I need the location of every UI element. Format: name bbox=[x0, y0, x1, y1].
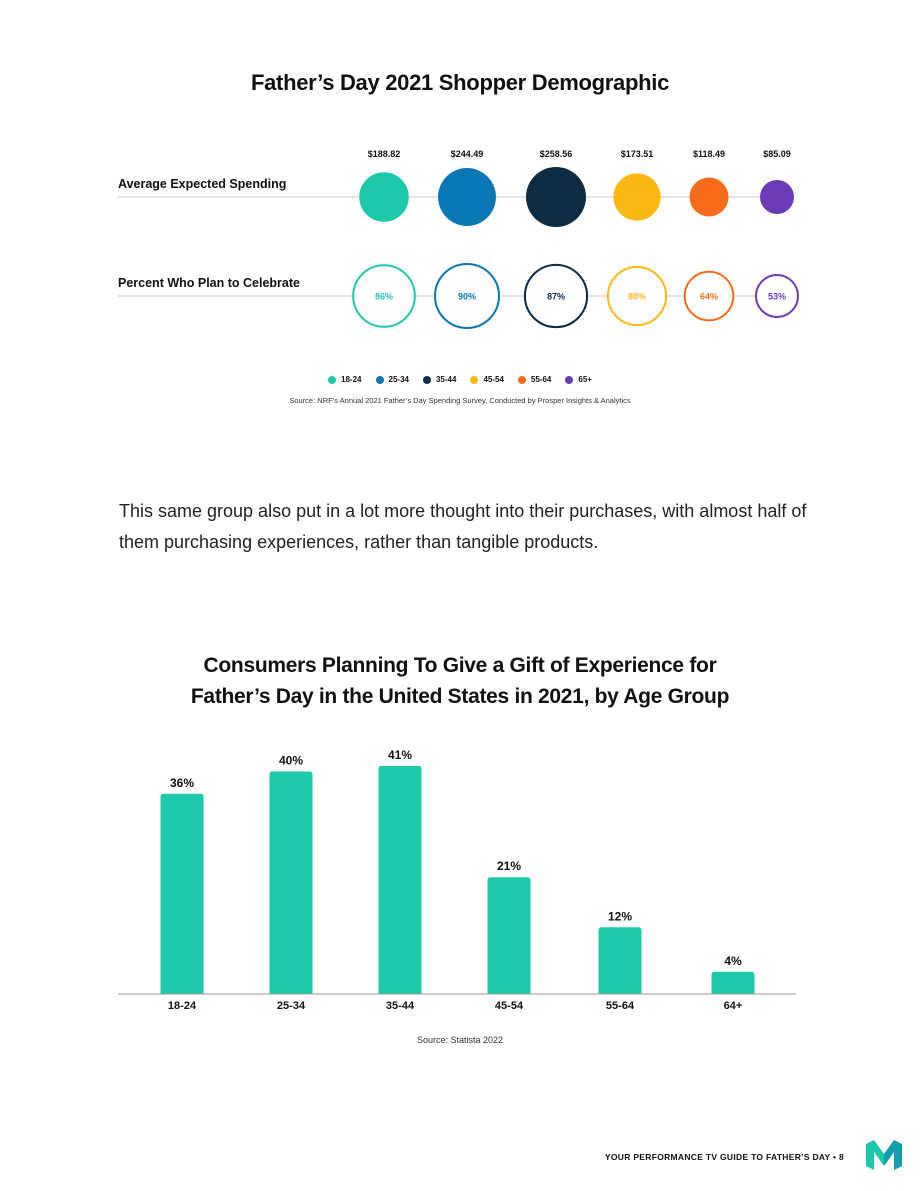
legend-label-55-64: 55-64 bbox=[530, 375, 552, 384]
bar-64+ bbox=[711, 971, 755, 994]
spending-value-label-35-44: $258.56 bbox=[540, 149, 573, 159]
legend-swatch-25-34 bbox=[375, 375, 384, 384]
legend-item-18-24: 18-24 bbox=[328, 375, 362, 384]
bar-value-label-35-44: 41% bbox=[388, 748, 412, 762]
legend-item-45-54: 45-54 bbox=[470, 375, 504, 384]
celebrate-ring-55-64 bbox=[683, 270, 735, 322]
legend-label-65+: 65+ bbox=[578, 375, 592, 384]
spending-row-label: Average Expected Spending bbox=[118, 177, 286, 191]
celebrate-ring-18-24 bbox=[352, 264, 416, 328]
spending-value-label-45-54: $173.51 bbox=[621, 149, 654, 159]
bar-45-54 bbox=[487, 877, 531, 994]
bubble-chart: Average Expected Spending Percent Who Pla… bbox=[118, 149, 799, 329]
page-footer: YOUR PERFORMANCE TV GUIDE TO FATHER’S DA… bbox=[604, 1152, 844, 1162]
celebrate-value-label-65+: 53% bbox=[768, 292, 786, 302]
celebrate-value-label-35-44: 87% bbox=[547, 292, 565, 302]
bar-18-24 bbox=[160, 793, 204, 994]
bar-55-64 bbox=[598, 927, 642, 994]
legend-label-18-24: 18-24 bbox=[341, 375, 362, 384]
legend-item-65+: 65+ bbox=[565, 375, 592, 384]
spending-bubble-35-44 bbox=[526, 167, 586, 227]
spending-value-label-55-64: $118.49 bbox=[693, 149, 725, 159]
x-tick-label-35-44: 35-44 bbox=[386, 1000, 415, 1012]
bar-value-label-45-54: 21% bbox=[497, 859, 521, 873]
bar-25-34 bbox=[269, 771, 313, 994]
legend-item-25-34: 25-34 bbox=[375, 375, 409, 384]
legend-item-55-64: 55-64 bbox=[517, 375, 552, 384]
celebrate-ring-35-44 bbox=[523, 263, 589, 329]
spending-bubble-25-34 bbox=[438, 168, 496, 226]
spending-bubble-45-54 bbox=[613, 173, 661, 221]
legend-label-25-34: 25-34 bbox=[388, 375, 409, 384]
spending-bubble-18-24 bbox=[359, 172, 409, 222]
spending-bubble-55-64 bbox=[689, 177, 729, 217]
bar-value-label-25-34: 40% bbox=[279, 754, 303, 768]
celebrate-value-label-18-24: 86% bbox=[375, 292, 393, 302]
bar-chart-source: Source: Statista 2022 bbox=[416, 1035, 504, 1045]
spending-value-label-65+: $85.09 bbox=[763, 149, 791, 159]
bar-35-44 bbox=[378, 766, 422, 994]
celebrate-ring-45-54 bbox=[606, 265, 668, 327]
x-tick-label-18-24: 18-24 bbox=[168, 1000, 197, 1012]
legend-swatch-18-24 bbox=[328, 375, 337, 384]
chart-title-shopper-demographic: Father’s Day 2021 Shopper Demographic bbox=[250, 70, 670, 95]
legend-swatch-35-44 bbox=[422, 375, 431, 384]
celebrate-ring-65+ bbox=[755, 274, 799, 318]
celebrate-ring-25-34 bbox=[434, 263, 500, 329]
legend-swatch-45-54 bbox=[470, 375, 479, 384]
legend-label-35-44: 35-44 bbox=[435, 375, 457, 384]
celebrate-row-label: Percent Who Plan to Celebrate bbox=[118, 276, 300, 290]
chart-legend: 18-24 25-34 35-44 45-54 55-64 65+ bbox=[0, 375, 920, 384]
chart-title-experience-gifts: Consumers Planning To Give a Gift of Exp… bbox=[0, 650, 920, 712]
spending-value-label-25-34: $244.49 bbox=[451, 149, 484, 159]
celebrate-value-label-45-54: 80% bbox=[628, 292, 646, 302]
celebrate-value-label-55-64: 64% bbox=[700, 292, 718, 302]
x-tick-label-45-54: 45-54 bbox=[495, 1000, 524, 1012]
legend-label-45-54: 45-54 bbox=[483, 375, 504, 384]
bubble-chart-source: Source: NRF’s Annual 2021 Father’s Day S… bbox=[289, 396, 631, 405]
spending-bubble-65+ bbox=[760, 180, 794, 214]
bar-value-label-18-24: 36% bbox=[170, 776, 194, 790]
x-tick-label-25-34: 25-34 bbox=[277, 1000, 306, 1012]
x-tick-label-64+: 64+ bbox=[724, 1000, 743, 1012]
legend-swatch-55-64 bbox=[517, 375, 526, 384]
legend-item-35-44: 35-44 bbox=[422, 375, 457, 384]
bar-value-label-55-64: 12% bbox=[608, 909, 632, 923]
legend-swatch-65+ bbox=[565, 375, 574, 384]
spending-value-label-18-24: $188.82 bbox=[368, 149, 401, 159]
chart-title-line-2: Father’s Day in the United States in 202… bbox=[190, 685, 730, 708]
body-paragraph: This same group also put in a lot more t… bbox=[119, 501, 807, 552]
brand-logo-icon bbox=[866, 1140, 902, 1170]
celebrate-value-label-25-34: 90% bbox=[458, 292, 476, 302]
bar-value-label-64+: 4% bbox=[724, 954, 742, 968]
bar-chart: 36% 18-24 40% 25-34 41% 35-44 21% 45-54 12% 55-64… bbox=[118, 748, 796, 1012]
chart-title-line-1: Consumers Planning To Give a Gift of Exp… bbox=[203, 654, 717, 677]
x-tick-label-55-64: 55-64 bbox=[606, 1000, 635, 1012]
